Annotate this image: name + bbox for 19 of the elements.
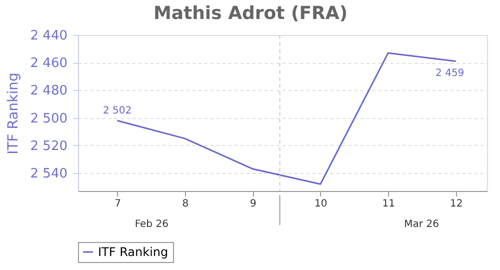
y-tick-label: 2 520 <box>30 138 68 154</box>
y-tick-label: 2 500 <box>30 111 68 126</box>
x-tick-label: 10 <box>314 198 328 210</box>
text: Mar 26 <box>404 219 439 230</box>
text: Feb 26 <box>134 219 168 230</box>
data-label: 2 459 <box>436 68 464 80</box>
legend-label: ITF Ranking <box>98 245 168 259</box>
x-tick-label: 12 <box>450 198 463 210</box>
y-tick-label: 2 480 <box>30 84 68 99</box>
x-tick-label: 8 <box>182 198 189 210</box>
chart-title: Mathis Adrot (FRA) <box>153 3 348 24</box>
y-tick-label: 2 460 <box>30 56 68 72</box>
y-axis-title: ITF Ranking <box>5 72 22 154</box>
y-tick-label: 2 440 <box>30 28 68 44</box>
x-tick-label: 7 <box>114 198 121 210</box>
x-tick-label: 9 <box>250 198 256 210</box>
x-tick-label: 11 <box>382 198 396 210</box>
data-label: 2 502 <box>102 106 132 117</box>
y-tick-label: 2 540 <box>30 166 68 182</box>
